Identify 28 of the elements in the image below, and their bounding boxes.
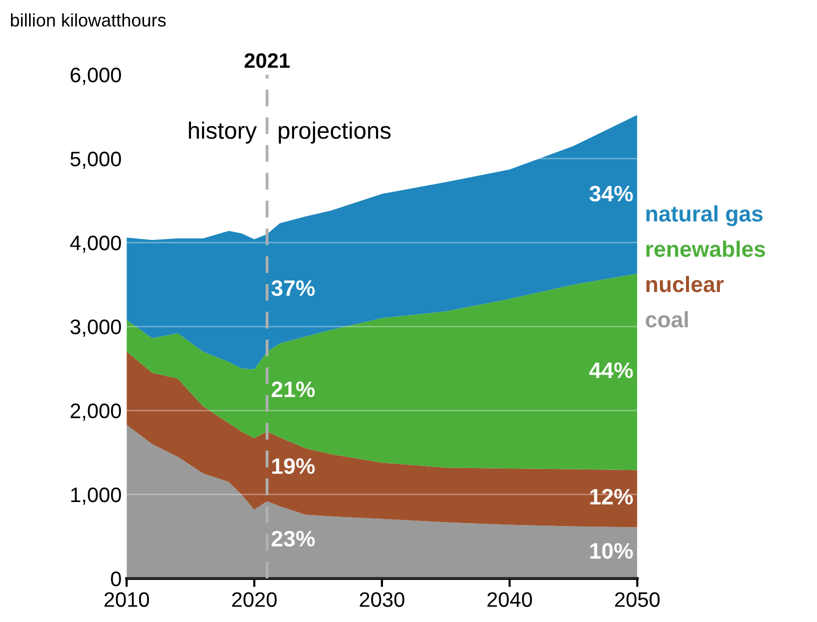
ref-line-label: 2021	[244, 53, 290, 68]
annotation: projections	[278, 122, 391, 144]
annotation: 37%	[271, 280, 315, 296]
x-tick-label: 2040	[487, 592, 532, 607]
y-tick-label: 4,000	[70, 236, 121, 253]
annotation: 12%	[590, 488, 633, 505]
annotation: history	[188, 122, 257, 144]
annotation: 19%	[272, 458, 315, 474]
y-tick-label: 6,000	[70, 68, 121, 85]
annotation: 21%	[272, 381, 315, 398]
x-tick-label: 2010	[104, 592, 149, 607]
annotation: 44%	[589, 362, 633, 378]
text: coal	[646, 311, 688, 328]
annotation: 23%	[272, 530, 315, 547]
y-axis-title: billion kilowatthours	[10, 13, 166, 27]
y-tick-label: 2,000	[70, 404, 121, 421]
text: nuclear	[646, 276, 724, 292]
y-tick-label: 1,000	[71, 487, 121, 505]
x-tick-label: 2030	[360, 592, 404, 607]
y-tick-label: 0	[111, 571, 121, 586]
annotation: 34%	[589, 186, 633, 202]
x-tick-label: 2050	[615, 592, 660, 607]
y-tick-label: 3,000	[70, 320, 121, 337]
y-tick-label: 5,000	[70, 152, 121, 169]
series-label: renewables	[646, 240, 766, 257]
x-tick-label: 2020	[232, 592, 277, 607]
series-label: natural gas	[646, 205, 763, 226]
annotation: 10%	[590, 543, 633, 559]
